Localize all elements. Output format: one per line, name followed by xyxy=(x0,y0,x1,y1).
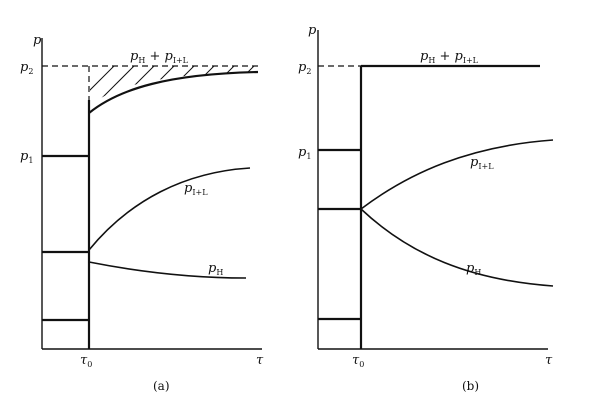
panel-b-pil-curve xyxy=(360,139,554,210)
panel-b-t0-label: τ0 xyxy=(352,353,364,369)
panel-b-p1-label: p1 xyxy=(298,145,311,161)
panel-b-y-axis-label: p xyxy=(308,23,317,38)
panel-a-t0-label: τ0 xyxy=(80,353,92,369)
panel-b-pil-label: pI+L xyxy=(470,155,494,171)
panel-a-ph-label: pH xyxy=(208,261,223,277)
panel-a: p τ p2 τ0 p1 pH + pI+L pI+L xyxy=(20,33,264,393)
panel-a-ph-curve xyxy=(88,261,247,279)
panel-b: p τ p2 pH + pI+L τ0 p1 pI+L pH (b) xyxy=(298,23,554,393)
panel-b-p2-label: p2 xyxy=(298,60,311,76)
panel-a-x-axis-label: τ xyxy=(256,353,264,368)
panel-b-caption: (b) xyxy=(462,379,479,393)
panel-b-ph-label: pH xyxy=(466,261,481,277)
panel-a-pil-curve xyxy=(88,167,251,251)
panel-a-y-axis-label: p xyxy=(33,33,42,48)
panel-a-sum-curve xyxy=(88,70,259,114)
panel-b-ph-curve xyxy=(360,208,554,287)
panel-a-p1-label: p1 xyxy=(20,149,33,165)
panel-a-pil-label: pI+L xyxy=(184,181,208,197)
panel-a-sum-label: pH + pI+L xyxy=(130,49,189,65)
panel-b-sum-label: pH + pI+L xyxy=(420,49,479,65)
panel-a-p2-label: p2 xyxy=(20,60,33,76)
panel-a-caption: (a) xyxy=(153,379,170,393)
panel-b-x-axis-label: τ xyxy=(545,353,553,368)
